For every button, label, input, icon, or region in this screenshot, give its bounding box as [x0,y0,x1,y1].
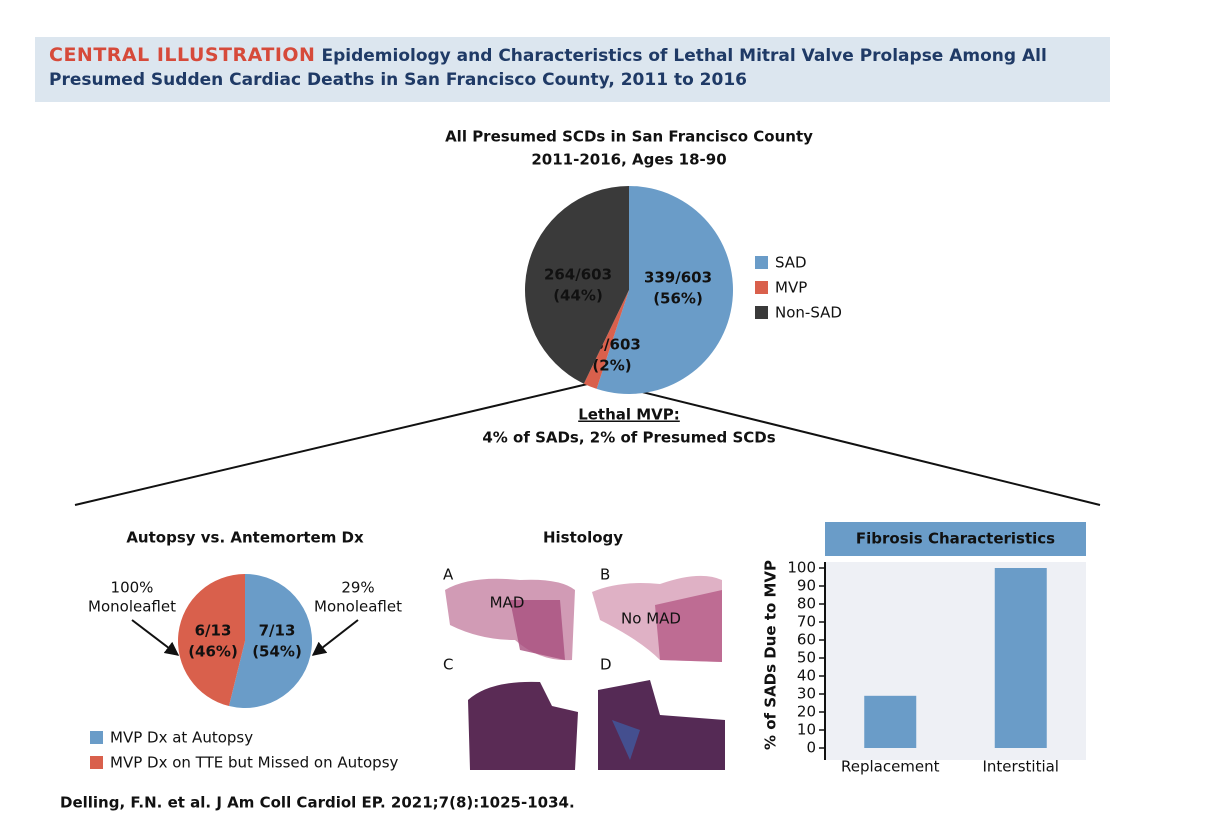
arrow [131,619,180,656]
panel-label: A [443,566,454,584]
legend-swatch [755,256,768,269]
title-box [825,522,1086,556]
y-tick-label: 70 [797,613,816,631]
annotation: 29% [341,579,374,597]
annotation-heading: Lethal MVP: [578,406,680,424]
annotation: Monoleaflet [88,598,176,616]
legend-swatch [90,756,103,769]
panel-label: B [600,566,610,584]
zoom-line [74,381,597,506]
bar [994,568,1047,748]
value-label: 7/13 [259,622,296,640]
y-tick-label: 100 [787,559,816,577]
value-label: (56%) [653,290,703,308]
value-label: 6/13 [195,622,232,640]
panel-label: C [443,656,453,674]
x-tick-label: Replacement [841,758,940,776]
y-tick-label: 80 [797,595,816,613]
x-tick-label: Interstitial [983,758,1059,776]
y-tick-label: 20 [797,703,816,721]
panel-label: D [600,656,612,674]
legend-label: Non-SAD [775,304,842,322]
y-tick-label: 30 [797,685,816,703]
y-tick-label: 60 [797,631,816,649]
chart-title: Fibrosis Characteristics [856,530,1055,548]
panel-note: No MAD [621,610,681,628]
chart-title: Autopsy vs. Antemortem Dx [126,529,364,547]
chart-title: 2011-2016, Ages 18-90 [531,151,726,169]
y-tick-label: 90 [797,577,816,595]
legend-swatch [755,281,768,294]
legend-swatch [90,731,103,744]
legend-swatch [755,306,768,319]
pie-slice [583,290,629,389]
y-tick-label: 40 [797,667,816,685]
legend-label: SAD [775,254,807,272]
y-tick-label: 50 [797,649,816,667]
plot-area [825,562,1086,760]
value-label: (44%) [553,287,603,305]
y-axis-label: % of SADs Due to MVP [762,560,780,750]
pie-slice [525,186,629,384]
section-title: Histology [543,529,623,547]
y-tick-label: 10 [797,721,816,739]
chart-title: All Presumed SCDs in San Francisco Count… [445,128,813,146]
pie-slice [596,186,733,394]
zoom-line [625,387,1101,506]
pie-slice [178,574,245,707]
annotation: Monoleaflet [314,598,402,616]
y-tick-label: 0 [806,739,816,757]
histology-images [445,575,725,770]
legend-label: MVP [775,279,807,297]
header-label: CENTRAL ILLUSTRATION [49,44,316,66]
legend-label: MVP Dx at Autopsy [110,729,253,747]
citation: Delling, F.N. et al. J Am Coll Cardiol E… [60,794,575,812]
panel-note: MAD [490,594,525,612]
header: CENTRAL ILLUSTRATION Epidemiology and Cha… [35,37,1110,102]
value-label: 339/603 [644,269,712,287]
value-label: (46%) [188,643,238,661]
legend-label: MVP Dx on TTE but Missed on Autopsy [110,754,399,772]
annotation: 100% [111,579,154,597]
value-label: (2%) [592,357,631,375]
arrow [311,619,359,656]
pie-slice [228,574,313,708]
header-title: Epidemiology and Characteristics of Leth… [49,46,1047,90]
annotation: 4% of SADs, 2% of Presumed SCDs [482,429,775,447]
value-label: 264/603 [544,266,612,284]
bar [864,695,917,748]
value-label: (54%) [252,643,302,661]
